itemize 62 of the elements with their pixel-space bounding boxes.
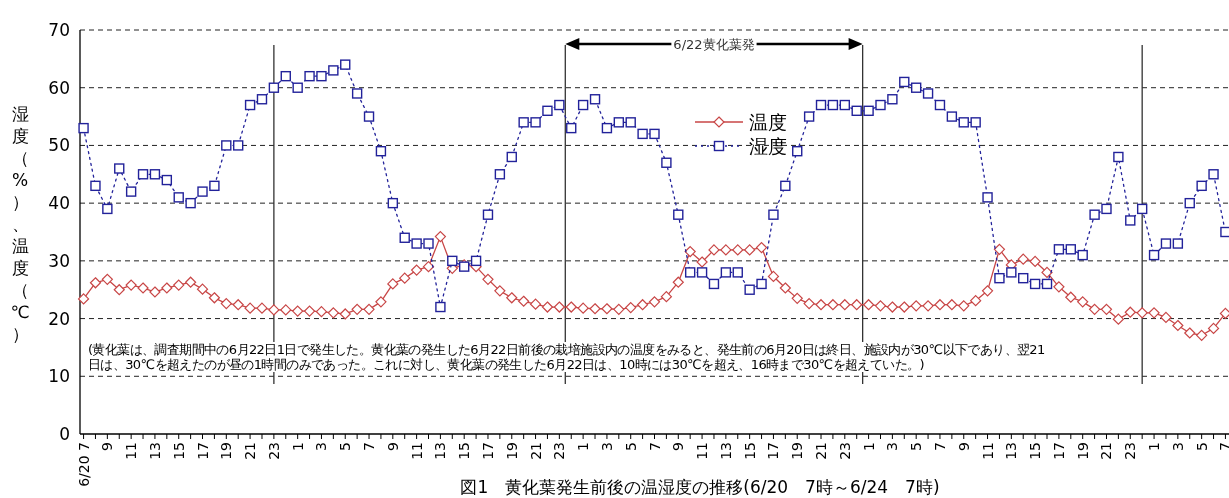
- x-tick-label: 5: [908, 442, 925, 451]
- x-tick-label: 23: [551, 442, 568, 460]
- x-tick-label: 3: [313, 442, 330, 451]
- x-tick-label: 21: [242, 442, 259, 460]
- x-tick-label: 5: [1193, 442, 1210, 451]
- x-tick-label: 11: [979, 442, 996, 460]
- x-tick-label: 1: [1146, 442, 1163, 451]
- x-tick-label: 13: [146, 442, 163, 460]
- x-tick-label: 11: [694, 442, 711, 460]
- x-tick-label: 1: [289, 442, 306, 451]
- x-tick-label: 19: [1074, 442, 1091, 460]
- x-tick-label: 17: [1050, 442, 1067, 460]
- y-tick-label: 30: [48, 250, 70, 271]
- x-tick-label: 13: [432, 442, 449, 460]
- x-tick-label: 23: [265, 442, 282, 460]
- x-tick-label: 9: [99, 442, 116, 451]
- y-tick-label: 50: [48, 135, 70, 156]
- text: 図1 黄化葉発生前後の温湿度の推移(6/20 7時～6/24 7時): [460, 477, 940, 497]
- x-tick-label: 5: [622, 442, 639, 451]
- text: 湿度（%）、温度（℃）: [10, 104, 30, 344]
- y-tick-label: 60: [48, 77, 70, 98]
- x-tick-label: 7: [646, 442, 663, 451]
- x-tick-label: 15: [1027, 442, 1044, 460]
- x-tick-label: 11: [123, 442, 140, 460]
- x-tick-label: 15: [170, 442, 187, 460]
- legend-label: 温度: [749, 111, 787, 133]
- annotation: (黄化葉は、調査期間中の6月22日1日で発生した。黄化葉の発生した6月22日前後の栽培施設内の温度をみると、発生前の6月20日は終日、施設内が30℃以下であり、翌21日は、30℃を超えたのが昼の1時間のみであった。これに対し、黄化葉の発生した6月22日は、10時には30℃を超え、16時まで30℃を超えていた。): [88, 342, 1053, 372]
- x-tick-label: 17: [194, 442, 211, 460]
- x-tick-label: 17: [765, 442, 782, 460]
- x-tick-label: 9: [670, 442, 687, 451]
- x-tick-label: 7: [361, 442, 378, 451]
- x-tick-label: 23: [836, 442, 853, 460]
- annotation: 6/22黄化葉発: [673, 37, 755, 52]
- x-tick-label: 15: [741, 442, 758, 460]
- y-tick-label: 20: [48, 308, 70, 329]
- x-tick-label: 9: [955, 442, 972, 451]
- x-tick-label: 21: [813, 442, 830, 460]
- y-tick-label: 40: [48, 193, 70, 214]
- x-tick-label: 17: [479, 442, 496, 460]
- x-tick-label: 3: [884, 442, 901, 451]
- x-tick-label: 19: [789, 442, 806, 460]
- x-tick-label: 19: [218, 442, 235, 460]
- x-tick-label: 11: [408, 442, 425, 460]
- x-tick-label: 7: [931, 442, 948, 451]
- x-tick-label: 21: [1098, 442, 1115, 460]
- x-tick-label: 1: [860, 442, 877, 451]
- x-tick-label: 13: [1003, 442, 1020, 460]
- x-tick-label: 19: [503, 442, 520, 460]
- x-tick-label: 6/20 7: [75, 442, 92, 487]
- x-tick-label: 21: [527, 442, 544, 460]
- x-tick-label: 15: [456, 442, 473, 460]
- x-tick-label: 13: [717, 442, 734, 460]
- x-tick-label: 1: [575, 442, 592, 451]
- y-tick-label: 0: [59, 424, 70, 444]
- x-tick-label: 5: [337, 442, 354, 451]
- y-tick-label: 10: [48, 366, 70, 387]
- x-tick-label: 3: [1169, 442, 1186, 451]
- x-tick-label: 3: [598, 442, 615, 451]
- x-tick-label: 23: [1122, 442, 1139, 460]
- y-tick-label: 70: [48, 20, 70, 40]
- x-tick-label: 9: [384, 442, 401, 451]
- legend-label: 湿度: [749, 135, 787, 157]
